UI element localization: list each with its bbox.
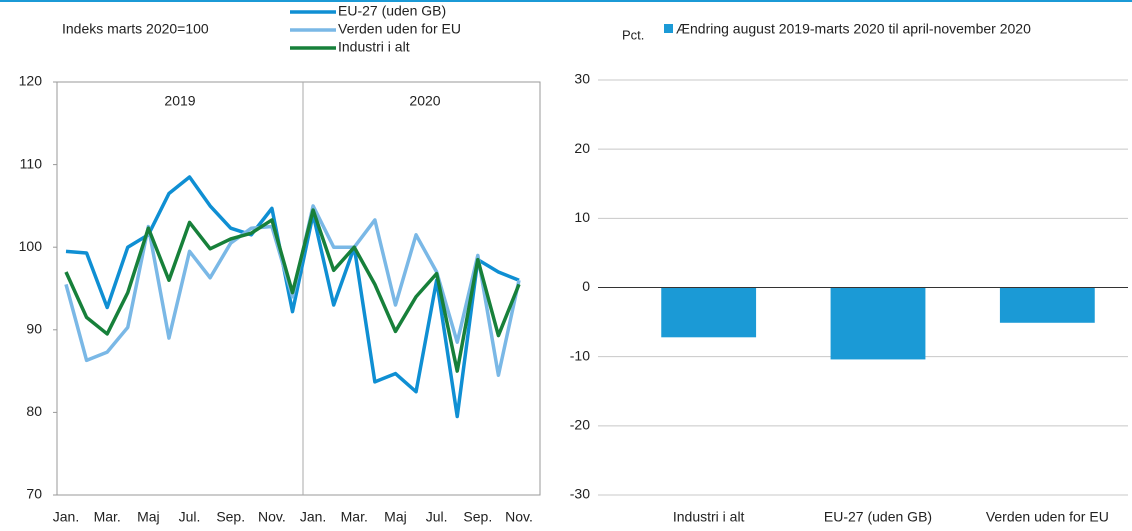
legend-label: EU-27 (uden GB) [338,3,446,19]
y-tick-label: 100 [19,238,43,254]
axis-title: Pct. [622,27,644,42]
year-label: 2020 [409,93,440,109]
x-tick-label: Jul. [426,509,448,525]
axis-title: Indeks marts 2020=100 [62,21,209,37]
y-tick-label: 80 [26,403,42,419]
x-tick-label: Industri i alt [673,509,745,525]
legend-label: Ændring august 2019-marts 2020 til april… [676,21,1031,37]
line-series [64,208,521,373]
y-tick-label: 0 [582,278,590,294]
x-tick-label: Jan. [53,509,79,525]
line-series [65,175,520,419]
x-tick-label: Nov. [505,509,533,525]
x-tick-label: Sep. [463,509,492,525]
plot-frame [56,81,541,496]
x-tick-label: Maj [137,509,160,525]
line-series [64,204,521,377]
x-tick-label: Nov. [258,509,286,525]
y-tick-label: -20 [570,417,590,433]
x-tick-label: Sep. [216,509,245,525]
x-tick-label: EU-27 (uden GB) [824,509,932,525]
bar [661,287,757,338]
y-tick-label: -30 [570,486,590,502]
legend-label: Verden uden for EU [338,21,461,37]
x-tick-label: Jan. [300,509,326,525]
y-tick-label: 10 [574,209,590,225]
bar [830,287,926,360]
bar [999,287,1095,323]
y-tick-label: 120 [19,73,43,89]
y-tick-label: 70 [26,486,42,502]
y-tick-label: 90 [26,321,42,337]
legend-label: Industri i alt [338,39,410,55]
x-tick-label: Maj [384,509,407,525]
year-label: 2019 [164,93,195,109]
y-tick-label: 110 [20,155,43,171]
x-tick-label: Mar. [341,509,368,525]
x-tick-label: Jul. [179,509,201,525]
y-tick-label: -10 [570,347,590,363]
y-tick-label: 20 [574,140,590,156]
legend-swatch [664,24,673,33]
x-tick-label: Mar. [94,509,121,525]
x-tick-label: Verden uden for EU [986,509,1109,525]
y-tick-label: 30 [574,71,590,87]
